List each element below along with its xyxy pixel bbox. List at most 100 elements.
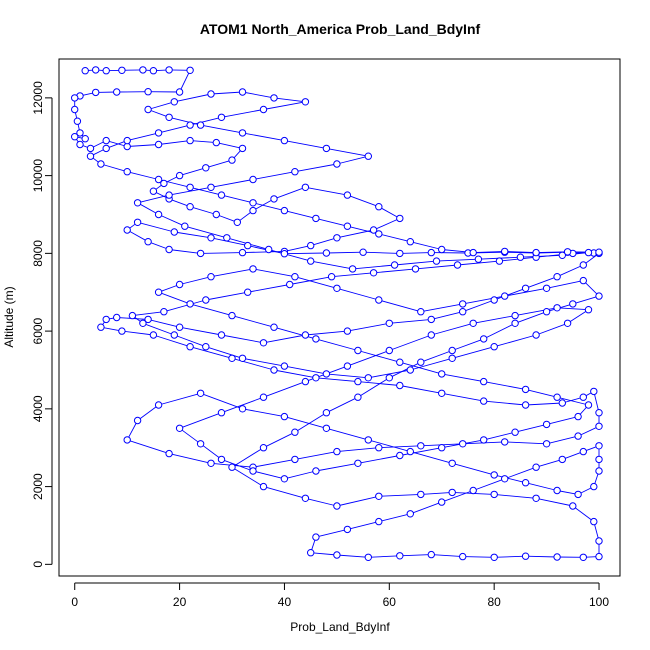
series-segment [284, 470, 317, 480]
series-segment [147, 109, 170, 118]
data-point [280, 412, 289, 421]
x-tick-label: 60 [383, 595, 397, 609]
series-segment [347, 350, 390, 367]
series-segment [562, 451, 584, 460]
data-point [228, 354, 236, 362]
series-segment [373, 268, 416, 274]
data-point [249, 206, 257, 215]
series-segment [127, 144, 159, 147]
series-segment [410, 241, 442, 250]
data-point [469, 486, 477, 495]
series-segment [137, 404, 159, 421]
data-point [532, 463, 540, 471]
series-segment [415, 264, 458, 270]
data-point [579, 261, 587, 269]
data-point [76, 140, 84, 149]
series-segment [504, 251, 537, 254]
data-point [469, 319, 477, 327]
data-point [228, 311, 236, 320]
data-point [438, 370, 446, 378]
data-point [175, 280, 184, 289]
series-segment [504, 441, 547, 445]
y-tick-label: 6000 [31, 317, 45, 344]
series-segment [294, 412, 327, 433]
data-point [396, 552, 404, 560]
data-point [307, 257, 315, 265]
data-point [76, 129, 84, 137]
series-segment [410, 357, 453, 371]
data-point [390, 261, 399, 269]
x-tick-label: 40 [278, 595, 292, 609]
series-segment [106, 140, 128, 149]
series-segment [179, 167, 206, 177]
series-segment [158, 291, 191, 305]
data-point [181, 222, 189, 230]
data-point [354, 393, 362, 401]
data-point [343, 525, 352, 534]
series-segment [189, 206, 217, 215]
series-segment [315, 462, 358, 472]
data-point [307, 241, 315, 250]
data-point [569, 502, 577, 510]
data-point [579, 553, 587, 561]
data-point [307, 549, 315, 557]
data-point [71, 105, 79, 114]
series-segment [357, 381, 400, 386]
series-segment [347, 194, 379, 208]
series-segment [315, 338, 359, 351]
data-point [223, 234, 231, 242]
series-segment [452, 338, 484, 351]
data-point [207, 183, 215, 192]
series-segment [174, 231, 212, 239]
series-segment [326, 427, 369, 441]
series-segment [168, 198, 191, 208]
series-segment [273, 326, 317, 340]
series-segment [363, 251, 400, 254]
series-segment [289, 276, 332, 285]
data-point [291, 455, 299, 464]
data-point [396, 214, 404, 223]
series-segment [221, 396, 264, 414]
data-point [128, 311, 137, 320]
data-point [542, 420, 551, 429]
data-point [469, 248, 477, 257]
series-segment [169, 186, 212, 196]
series-segment [441, 373, 484, 383]
data-point [312, 374, 320, 382]
data-point [165, 66, 173, 74]
data-point [81, 135, 89, 143]
series-segment [200, 392, 243, 410]
data-point [238, 405, 247, 413]
data-point [102, 315, 110, 324]
series-segment [494, 287, 526, 301]
data-point [343, 191, 352, 199]
data-point [102, 136, 110, 145]
series-segment [525, 276, 558, 289]
series-segment [441, 392, 484, 402]
data-point [238, 354, 247, 362]
series-segment [357, 350, 400, 363]
series-segment [420, 350, 453, 363]
series-segment [494, 474, 526, 484]
data-point [92, 66, 100, 74]
data-point [595, 467, 603, 475]
series-segment [504, 287, 547, 297]
data-point [270, 323, 278, 331]
series-segment [189, 346, 233, 359]
series-segment [242, 408, 285, 418]
data-point [459, 300, 467, 308]
series-segment [263, 431, 296, 449]
series-segment [441, 490, 474, 503]
data-point [521, 401, 530, 409]
data-point [249, 467, 257, 475]
data-point [270, 195, 278, 203]
data-point [333, 551, 341, 559]
data-point [102, 144, 110, 153]
data-point [438, 245, 446, 254]
data-point [301, 331, 310, 339]
series-segment [147, 318, 180, 328]
series-segment [158, 392, 201, 406]
series-segment [284, 245, 311, 252]
series-segment [168, 453, 212, 464]
series-segment [210, 268, 254, 278]
